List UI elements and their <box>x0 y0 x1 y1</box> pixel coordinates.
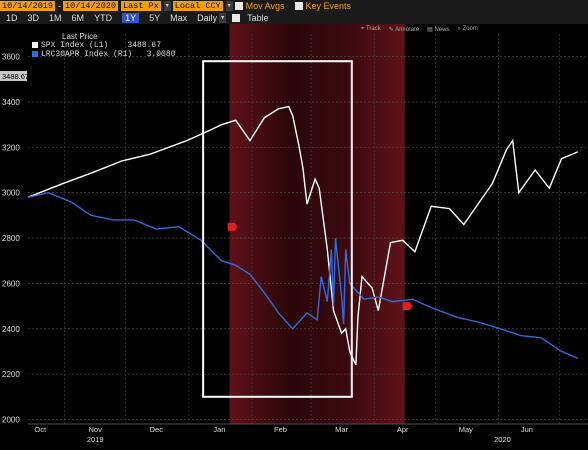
y-axis-ticks: 3600 3400 3200 3000 2800 2600 2400 2200 2000 <box>2 53 20 425</box>
y-tick-label: 2600 <box>2 279 20 288</box>
lrc-legend-name: LRC30APR Index (R1) <box>41 50 133 59</box>
period-max[interactable]: Max <box>170 13 188 23</box>
x-month-label: Apr <box>397 425 409 434</box>
y-tick-label: 3600 <box>2 53 20 62</box>
highlight-box <box>202 60 353 398</box>
frequency-dropdown-icon[interactable]: ▾ <box>219 13 227 23</box>
lrc-swatch <box>32 50 38 57</box>
currency-dropdown-icon[interactable]: ▾ <box>225 1 233 11</box>
frequency-select[interactable]: Daily <box>197 13 218 23</box>
price-field-select[interactable]: Last Px <box>121 1 161 11</box>
event-markers <box>227 222 413 311</box>
x-month-label: Jun <box>521 425 533 434</box>
legend-item-spx: SPX Index (L1) 3488.67 <box>32 41 175 50</box>
x-month-label: Nov <box>89 425 103 434</box>
zoom-tool[interactable]: ⌕ Zoom <box>457 26 478 32</box>
spx-swatch <box>32 41 38 48</box>
spx-legend-value: 3488.67 <box>127 41 162 50</box>
current-value-tag: 3488.67 <box>0 71 29 81</box>
period-3d[interactable]: 3D <box>27 13 40 23</box>
event-marker[interactable] <box>402 302 413 311</box>
table-checkbox[interactable] <box>232 14 241 22</box>
end-date-field[interactable]: 10/14/2020 <box>63 1 119 11</box>
vertical-gridlines <box>64 34 560 424</box>
lrc-series-line <box>27 191 579 359</box>
y-tick-label: 3400 <box>2 98 20 107</box>
currency-select[interactable]: Local CCY <box>172 1 223 11</box>
period-1d[interactable]: 1D <box>6 13 18 23</box>
table-label[interactable]: Table <box>247 13 269 23</box>
horizontal-gridlines <box>28 56 588 420</box>
x-month-label: May <box>459 425 473 434</box>
y-tick-label: 3000 <box>2 189 20 198</box>
current-value-label: 3488.67 <box>2 72 29 81</box>
period-6m[interactable]: 6M <box>71 13 85 23</box>
period-1y[interactable]: 1Y <box>122 13 140 23</box>
x-month-label: Dec <box>150 425 164 434</box>
key-events-label[interactable]: Key Events <box>305 1 352 11</box>
period-ytd[interactable]: YTD <box>94 13 113 23</box>
x-month-label: Feb <box>274 425 287 434</box>
mov-avgs-checkbox[interactable] <box>234 2 243 10</box>
lrc-legend-value: 3.0080 <box>146 50 176 59</box>
current-value-bg <box>0 71 27 81</box>
x-month-label: Mar <box>335 425 348 434</box>
period-1m[interactable]: 1M <box>49 13 62 23</box>
shaded-period <box>229 24 405 424</box>
key-events-checkbox[interactable] <box>294 2 303 10</box>
x-month-label: Oct <box>34 425 47 434</box>
spx-series-line <box>27 105 579 366</box>
price-chart[interactable]: 3600 3400 3200 3000 2800 2600 2400 2200 2000 Oct… <box>0 24 588 450</box>
start-date-field[interactable]: 10/14/2019 <box>0 1 56 11</box>
spx-legend-name: SPX Index (L1) <box>41 41 109 50</box>
chart-tools: ⌖ Track ✎ Annotate ▤ News ⌕ Zoom <box>361 26 478 33</box>
event-marker[interactable] <box>227 222 238 231</box>
y-tick-label: 2000 <box>2 415 20 424</box>
chart-legend: Last Price SPX Index (L1) 3488.67 LRC30A… <box>32 32 175 59</box>
x-year-label: 2020 <box>494 435 511 444</box>
y-tick-label: 3200 <box>2 143 20 152</box>
y-tick-label: 2400 <box>2 325 20 334</box>
y-tick-label: 2800 <box>2 234 20 243</box>
y-tick-label: 2200 <box>2 370 20 379</box>
period-5y[interactable]: 5Y <box>149 13 161 23</box>
track-tool[interactable]: ⌖ Track <box>361 26 381 32</box>
x-axis-ticks: Oct Nov Dec Jan Feb Mar Apr May Jun 2019 2020 <box>28 423 588 444</box>
legend-title: Last Price <box>62 32 98 41</box>
price-field-dropdown-icon[interactable]: ▾ <box>163 1 171 11</box>
date-separator: - <box>58 1 62 11</box>
toolbar-row-top: 10/14/2019 - 10/14/2020 Last Px ▾ Local … <box>0 0 361 12</box>
annotate-tool[interactable]: ✎ Annotate <box>388 27 420 33</box>
mov-avgs-label[interactable]: Mov Avgs <box>245 1 285 11</box>
toolbar-row-bottom: 1D 3D 1M 6M YTD 1Y 5Y Max Daily ▾ Table <box>0 12 269 24</box>
legend-item-lrc: LRC30APR Index (R1) 3.0080 <box>32 50 175 59</box>
x-month-label: Jan <box>213 425 225 434</box>
news-tool[interactable]: ▤ News <box>427 27 450 33</box>
x-year-label: 2019 <box>87 435 104 444</box>
toolbar: 10/14/2019 - 10/14/2020 Last Px ▾ Local … <box>0 0 588 24</box>
